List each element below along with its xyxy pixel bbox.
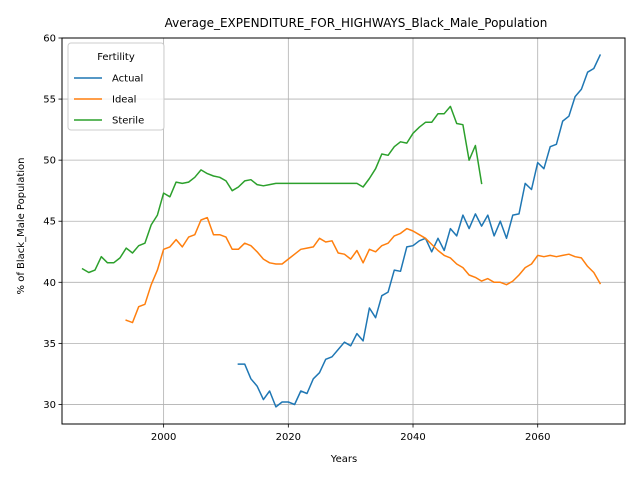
x-tick-label: 2040 — [400, 432, 425, 443]
y-tick-label: 35 — [43, 339, 56, 350]
legend-label-actual: Actual — [112, 74, 143, 85]
y-axis-label: % of Black_Male Population — [16, 158, 27, 295]
y-tick-label: 30 — [43, 400, 56, 411]
x-tick-label: 2060 — [525, 432, 550, 443]
legend-label-sterile: Sterile — [112, 116, 144, 127]
series-line-sterile — [81, 105, 483, 274]
legend-box — [67, 42, 165, 131]
legend-title: Fertility — [97, 52, 135, 63]
x-axis: 2000 2020 2040 2060 — [151, 424, 550, 443]
y-tick-label: 40 — [43, 278, 56, 289]
y-tick-label: 45 — [43, 217, 56, 228]
chart-title: Average_EXPENDITURE_FOR_HIGHWAYS_Black_M… — [165, 16, 548, 30]
y-tick-label: 60 — [43, 34, 56, 45]
x-tick-label: 2020 — [276, 432, 301, 443]
x-axis-label: Years — [330, 454, 357, 465]
series-line-actual — [237, 54, 602, 408]
y-tick-label: 50 — [43, 156, 56, 167]
y-tick-label: 55 — [43, 95, 56, 106]
x-tick-label: 2000 — [151, 432, 176, 443]
y-axis: 30 35 40 45 50 55 60 — [43, 34, 62, 411]
series-line-ideal — [125, 216, 602, 324]
legend-label-ideal: Ideal — [112, 95, 136, 106]
series-lines — [81, 54, 602, 408]
plot-area-frame — [61, 37, 626, 425]
legend: Fertility Actual Ideal Sterile — [67, 42, 165, 131]
